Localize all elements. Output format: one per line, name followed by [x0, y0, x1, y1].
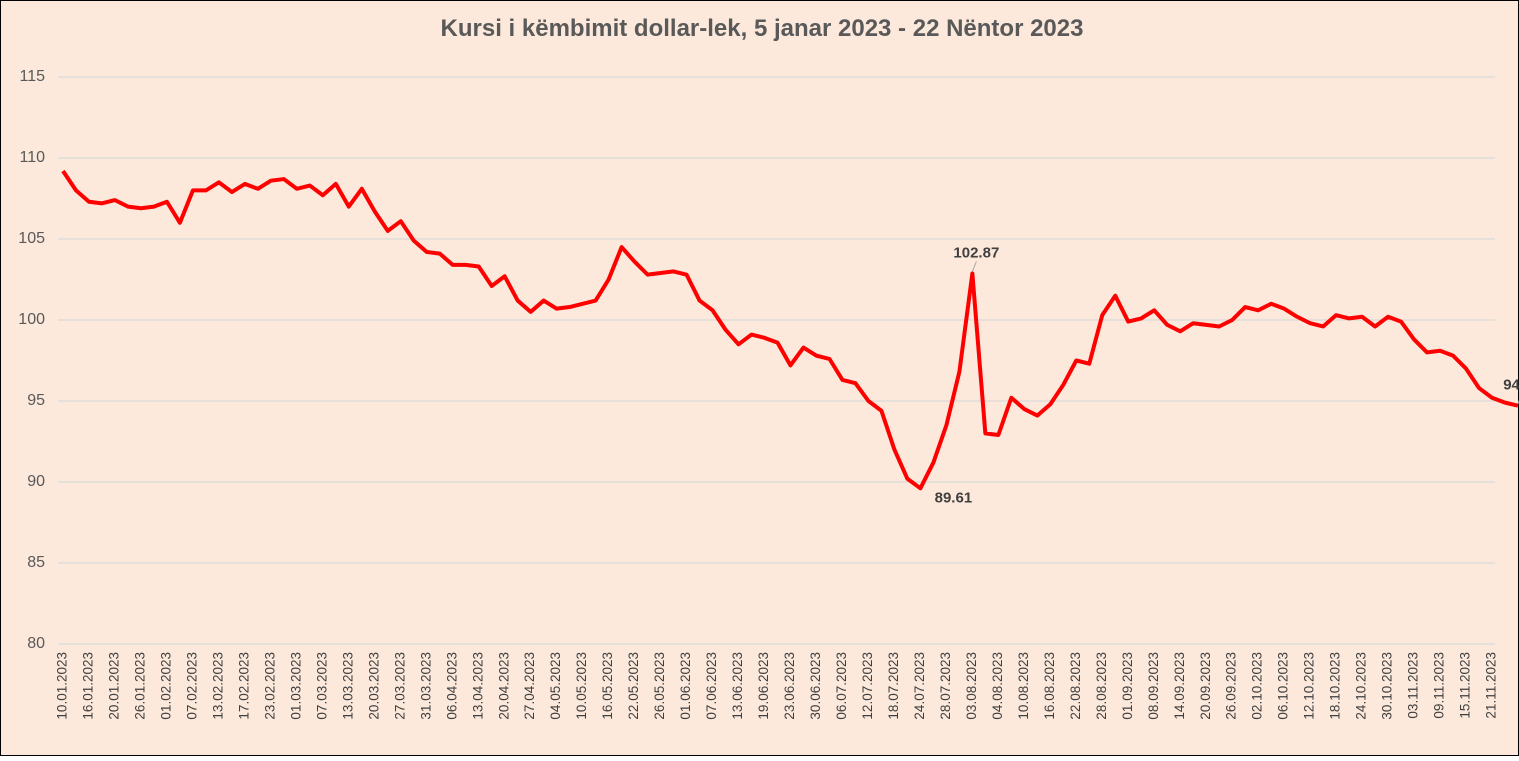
y-tick-label: 80: [27, 635, 45, 652]
x-tick-label: 24.10.2023: [1354, 652, 1369, 720]
x-tick-label: 06.10.2023: [1276, 652, 1291, 720]
x-tick-label: 04.05.2023: [548, 652, 563, 720]
x-tick-label: 23.06.2023: [782, 652, 797, 720]
x-tick-label: 12.07.2023: [860, 652, 875, 720]
x-tick-label: 12.10.2023: [1302, 652, 1317, 720]
x-tick-label: 22.08.2023: [1068, 652, 1083, 720]
x-tick-label: 20.03.2023: [366, 652, 381, 720]
x-tick-label: 20.09.2023: [1198, 652, 1213, 720]
x-tick-label: 07.02.2023: [184, 652, 199, 720]
x-tick-label: 13.04.2023: [470, 652, 485, 720]
x-tick-label: 31.03.2023: [418, 652, 433, 720]
x-tick-label: 08.09.2023: [1146, 652, 1161, 720]
x-tick-label: 27.04.2023: [522, 652, 537, 720]
x-tick-label: 21.11.2023: [1484, 652, 1499, 719]
data-label: 89.61: [935, 489, 973, 506]
x-tick-label: 01.09.2023: [1120, 652, 1135, 720]
y-tick-label: 90: [27, 473, 45, 490]
x-tick-label: 16.08.2023: [1042, 652, 1057, 720]
data-label: 94.71: [1503, 377, 1519, 394]
x-tick-label: 22.05.2023: [626, 652, 641, 720]
chart-title: Kursi i këmbimit dollar-lek, 5 janar 202…: [441, 15, 1084, 42]
x-tick-label: 03.08.2023: [964, 652, 979, 720]
x-tick-label: 17.02.2023: [236, 652, 251, 720]
x-tick-label: 06.07.2023: [834, 652, 849, 720]
x-tick-label: 10.08.2023: [1016, 652, 1031, 720]
x-tick-label: 07.03.2023: [314, 652, 329, 720]
x-tick-label: 26.09.2023: [1224, 652, 1239, 720]
x-tick-label: 18.07.2023: [886, 652, 901, 720]
x-tick-label: 20.01.2023: [107, 652, 122, 720]
x-tick-label: 03.11.2023: [1406, 652, 1421, 719]
x-tick-label: 01.06.2023: [678, 652, 693, 720]
x-tick-label: 28.08.2023: [1094, 652, 1109, 720]
y-tick-label: 85: [27, 554, 45, 571]
y-tick-label: 110: [19, 149, 45, 166]
x-tick-label: 30.10.2023: [1380, 652, 1395, 720]
x-tick-label: 13.02.2023: [210, 652, 225, 720]
x-tick-label: 16.05.2023: [600, 652, 615, 720]
x-tick-label: 02.10.2023: [1250, 652, 1265, 720]
x-tick-label: 26.01.2023: [133, 652, 148, 720]
x-tick-label: 10.01.2023: [55, 652, 70, 720]
x-tick-label: 04.08.2023: [990, 652, 1005, 720]
x-tick-label: 27.03.2023: [392, 652, 407, 720]
x-tick-label: 06.04.2023: [444, 652, 459, 720]
data-label: 102.87: [953, 244, 999, 261]
x-tick-label: 28.07.2023: [938, 652, 953, 720]
x-tick-label: 24.07.2023: [912, 652, 927, 720]
x-tick-label: 20.04.2023: [496, 652, 511, 720]
y-tick-label: 95: [27, 392, 45, 409]
x-tick-label: 23.02.2023: [262, 652, 277, 720]
x-tick-label: 07.06.2023: [704, 652, 719, 720]
x-tick-label: 14.09.2023: [1172, 652, 1187, 720]
x-tick-label: 19.06.2023: [756, 652, 771, 720]
x-tick-label: 01.02.2023: [158, 652, 173, 720]
x-tick-label: 18.10.2023: [1328, 652, 1343, 720]
x-tick-label: 13.06.2023: [730, 652, 745, 720]
y-tick-label: 100: [18, 311, 45, 328]
y-tick-label: 105: [18, 230, 45, 247]
x-tick-label: 13.03.2023: [340, 652, 355, 720]
data-line: [61, 169, 1519, 491]
x-tick-label: 09.11.2023: [1432, 652, 1447, 719]
x-tick-label: 01.03.2023: [288, 652, 303, 720]
x-tick-label: 30.06.2023: [808, 652, 823, 720]
leader-line: [971, 261, 977, 272]
x-tick-label: 10.05.2023: [574, 652, 589, 720]
x-tick-label: 16.01.2023: [81, 652, 96, 720]
x-tick-label: 26.05.2023: [652, 652, 667, 720]
y-tick-label: 115: [19, 68, 45, 85]
x-tick-label: 15.11.2023: [1458, 652, 1473, 719]
